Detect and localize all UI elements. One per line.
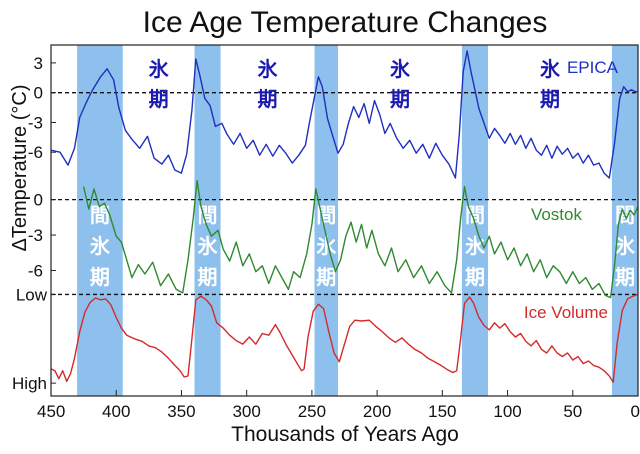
interglacial-band-3 — [461, 45, 488, 396]
x-tick-label-300: 300 — [232, 402, 260, 421]
x-tick-label-400: 400 — [102, 402, 130, 421]
interglacial-label-0-char-1: 氷 — [90, 234, 111, 258]
series-label-vostok: Vostok — [531, 205, 583, 224]
y-tick-label-0-3: 3 — [34, 54, 43, 73]
x-tick-label-450: 450 — [37, 402, 65, 421]
x-tick-label-50: 50 — [563, 402, 582, 421]
x-tick-label-150: 150 — [428, 402, 456, 421]
x-axis-ticks: 450 400 350 300 250 200 150 100 50 0 — [37, 390, 640, 421]
interglacial-label-2-char-0: 間 — [316, 203, 336, 227]
interglacial-label-2-char-2: 期 — [316, 265, 336, 289]
interglacial-label-3-char-2: 期 — [465, 265, 485, 289]
x-tick-label-0: 0 — [631, 402, 640, 421]
x-tick-label-200: 200 — [363, 402, 391, 421]
y-tick-label-ice-0: Low — [16, 285, 48, 304]
series-lines — [50, 50, 639, 383]
interglacial-bands — [77, 45, 638, 396]
x-axis-label: Thousands of Years Ago — [231, 423, 459, 446]
interglacial-label-1-char-0: 間 — [198, 203, 218, 227]
interglacial-band-1 — [194, 45, 221, 396]
interglacial-label-1-char-2: 期 — [198, 265, 218, 289]
series-label-epica: EPICA — [567, 58, 619, 77]
x-tick-label-250: 250 — [298, 402, 326, 421]
interglacial-band-4 — [611, 45, 638, 396]
x-tick-label-350: 350 — [167, 402, 195, 421]
glacial-label-0-char-0: 氷 — [149, 57, 170, 81]
interglacial-label-0-char-0: 間 — [90, 203, 110, 227]
glacial-label-2-char-1: 期 — [390, 87, 410, 111]
glacial-label-2-char-0: 氷 — [390, 57, 411, 81]
y-tick-label-0--6: -6 — [28, 143, 43, 162]
series-line-epica — [50, 50, 638, 179]
glacial-label-3-char-1: 期 — [540, 87, 560, 111]
y-tick-label-1--3: -3 — [28, 226, 43, 245]
interglacial-band-0 — [77, 45, 123, 396]
series-label-ice-volume: Ice Volume — [524, 303, 608, 322]
glacial-label-1-char-0: 氷 — [258, 57, 279, 81]
chart-title: Ice Age Temperature Changes — [143, 6, 548, 39]
series-line-vostok — [82, 180, 639, 299]
x-tick-label-100: 100 — [493, 402, 521, 421]
interglacial-label-4-char-1: 氷 — [615, 234, 636, 258]
series-line-ice-volume — [50, 293, 639, 383]
glacial-label-1-char-1: 期 — [258, 87, 278, 111]
y-tick-label-1--6: -6 — [28, 261, 43, 280]
y-tick-label-1-0: 0 — [34, 191, 43, 210]
interglacial-label-2-char-1: 氷 — [316, 234, 337, 258]
glacial-label-0-char-1: 期 — [149, 87, 169, 111]
interglacial-label-0-char-2: 期 — [90, 265, 110, 289]
y-tick-label-0--3: -3 — [28, 113, 43, 132]
interglacial-label-1-char-1: 氷 — [198, 234, 219, 258]
y-tick-label-0-0: 0 — [34, 84, 43, 103]
glacial-label-3-char-0: 氷 — [540, 57, 561, 81]
interglacial-label-4-char-2: 期 — [615, 265, 635, 289]
y-axis-label: ΔTemperature (°C) — [9, 85, 31, 252]
y-tick-label-ice-1: High — [12, 374, 47, 393]
y-axis-ticks: 3 0 -3 -6 0 -3 -6 Low High — [12, 54, 56, 393]
plot-frame — [50, 44, 639, 397]
